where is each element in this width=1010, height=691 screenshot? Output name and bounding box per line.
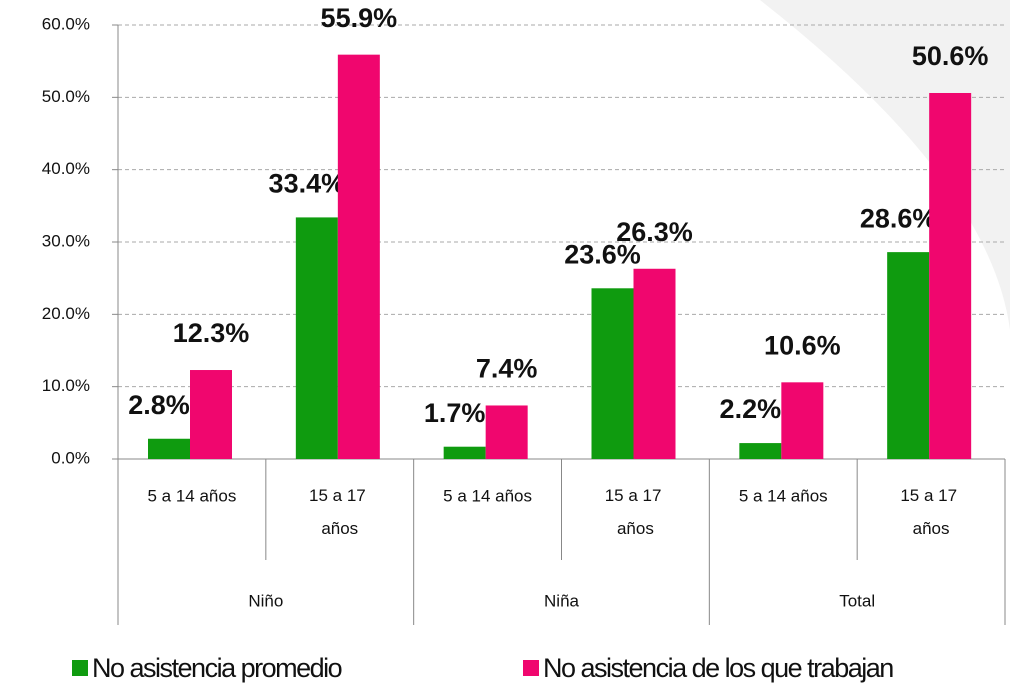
bar	[443, 446, 486, 459]
bar	[295, 217, 338, 459]
bar	[633, 268, 676, 459]
legend-label: No asistencia de los que trabajan	[543, 653, 893, 683]
value-label: 55.9%	[321, 3, 398, 33]
value-label: 26.3%	[616, 217, 693, 247]
value-label: 1.7%	[424, 398, 486, 428]
x-tick-label: 15 a 17 años	[309, 486, 370, 538]
y-tick-label: 30.0%	[42, 231, 90, 250]
value-label: 28.6%	[860, 203, 937, 233]
value-label: 33.4%	[269, 169, 346, 199]
value-label: 2.2%	[720, 394, 782, 424]
x-tick-label: 15 a 17 años	[605, 486, 666, 538]
bar	[148, 438, 190, 459]
y-tick-label: 10.0%	[42, 376, 90, 395]
legend-label: No asistencia promedio	[92, 653, 342, 683]
y-tick-label: 20.0%	[42, 304, 90, 323]
x-tick-label: 5 a 14 años	[739, 486, 828, 505]
bar	[739, 443, 782, 459]
value-label: 23.6%	[564, 239, 641, 269]
group-label: Niña	[544, 591, 580, 610]
bar	[887, 252, 930, 459]
y-tick-label: 60.0%	[42, 14, 90, 33]
bar	[337, 54, 380, 459]
bar	[781, 382, 824, 459]
bar	[929, 92, 972, 459]
value-label: 12.3%	[173, 318, 250, 348]
bar	[485, 405, 528, 459]
value-label: 50.6%	[912, 41, 989, 71]
group-label: Niño	[248, 591, 283, 610]
y-tick-label: 0.0%	[51, 448, 90, 467]
x-tick-label: 5 a 14 años	[147, 486, 236, 505]
bar	[190, 370, 232, 459]
bar	[591, 288, 634, 459]
legend-swatch	[523, 660, 539, 676]
background-swoosh	[760, 0, 1010, 330]
value-label: 2.8%	[128, 390, 190, 420]
value-label: 10.6%	[764, 330, 841, 360]
group-label: Total	[839, 591, 875, 610]
value-label: 7.4%	[476, 354, 538, 384]
x-tick-label: 5 a 14 años	[443, 486, 532, 505]
y-tick-label: 50.0%	[42, 87, 90, 106]
x-tick-label: 15 a 17 años	[900, 486, 961, 538]
y-tick-label: 40.0%	[42, 159, 90, 178]
legend-swatch	[72, 660, 88, 676]
